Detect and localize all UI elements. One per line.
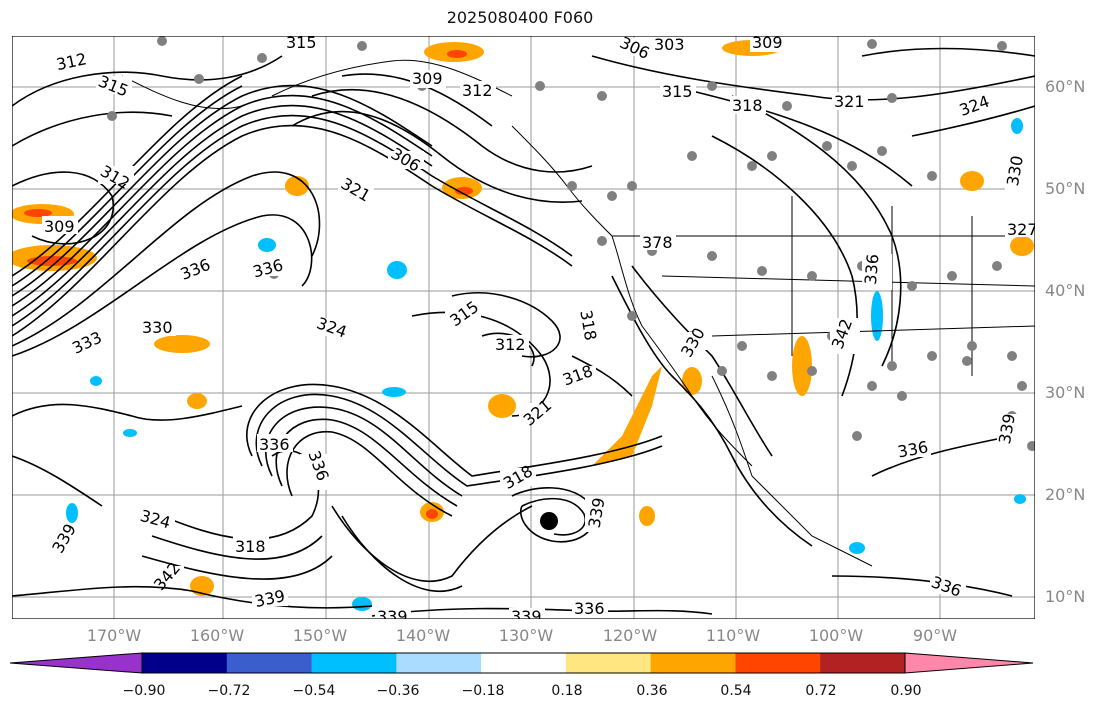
coastlines xyxy=(121,59,1036,567)
colorbar-segment xyxy=(650,653,736,673)
colorbar-tick-label: −0.90 xyxy=(122,683,166,699)
lon-label: 90°W xyxy=(912,626,958,645)
map-svg: 312 315 315 309 312 306 303 309 315 318 … xyxy=(7,33,1038,626)
contour-label: 312 xyxy=(495,335,526,354)
contour-label: 309 xyxy=(44,217,75,236)
contour-label: 312 xyxy=(462,81,493,100)
colorbar-segment xyxy=(820,653,906,673)
colorbar-segment xyxy=(142,653,228,673)
contour-label: 315 xyxy=(286,36,317,52)
lon-label: 160°W xyxy=(189,626,245,645)
colorbar-segment xyxy=(481,653,567,673)
colorbar-tick-label: 0.36 xyxy=(636,683,668,699)
contour-label: 309 xyxy=(412,69,443,88)
colorbar-extension-high xyxy=(904,652,1034,674)
lon-label: 170°W xyxy=(86,626,142,645)
contour-label: 378 xyxy=(642,233,673,252)
map-panel: 312 315 315 309 312 306 303 309 315 318 … xyxy=(7,33,1038,626)
colorbar-tick-label: 0.90 xyxy=(890,683,922,699)
contour-label: 327 xyxy=(1007,220,1035,239)
contour-label: 336 xyxy=(259,435,290,454)
colorbar-segment xyxy=(226,653,313,673)
lon-label: 140°W xyxy=(395,626,451,645)
lon-label: 130°W xyxy=(498,626,554,645)
colorbar-segment xyxy=(735,653,821,673)
colorbar-tick-label: −0.54 xyxy=(292,683,336,699)
contour-label: 309 xyxy=(752,36,783,52)
colorbar-segment xyxy=(396,653,482,673)
lat-label: 30°N xyxy=(1045,383,1086,402)
lat-label: 40°N xyxy=(1045,281,1086,300)
lon-label: 110°W xyxy=(705,626,761,645)
contour-label: 321 xyxy=(834,92,865,111)
contour-label: 315 xyxy=(662,82,693,101)
contour-label: 330 xyxy=(142,318,173,337)
contour-label: 303 xyxy=(654,36,685,54)
station-dots xyxy=(107,36,1037,451)
contour-label: 318 xyxy=(732,96,763,115)
contour-label: 336 xyxy=(861,253,883,285)
contour-label: 339 xyxy=(377,607,408,619)
colorbar xyxy=(10,652,1034,674)
lon-label: 100°W xyxy=(808,626,864,645)
contour-label: 336 xyxy=(574,599,605,618)
contour-label: 318 xyxy=(235,537,266,556)
lon-label: 150°W xyxy=(292,626,348,645)
height-contours xyxy=(11,47,1036,617)
colorbar-tick-label: −0.18 xyxy=(461,683,505,699)
lon-label: 120°W xyxy=(602,626,658,645)
colorbar-tick-label: 0.72 xyxy=(805,683,837,699)
contour-label: 339 xyxy=(511,607,542,619)
plot-title: 2025080400 F060 xyxy=(446,8,594,27)
lat-label: 50°N xyxy=(1045,179,1086,198)
lat-label: 10°N xyxy=(1045,587,1086,606)
lat-label: 20°N xyxy=(1045,485,1086,504)
colorbar-segment xyxy=(311,653,397,673)
colorbar-segment xyxy=(565,653,652,673)
colorbar-tick-label: −0.72 xyxy=(207,683,251,699)
colorbar-tick-label: 0.54 xyxy=(720,683,752,699)
lat-label: 60°N xyxy=(1045,77,1086,96)
low-center-marker xyxy=(540,512,558,530)
colorbar-extension-low xyxy=(10,652,143,674)
graticule xyxy=(12,36,1035,619)
colorbar-tick-label: −0.36 xyxy=(376,683,420,699)
colorbar-tick-label: 0.18 xyxy=(551,683,583,699)
